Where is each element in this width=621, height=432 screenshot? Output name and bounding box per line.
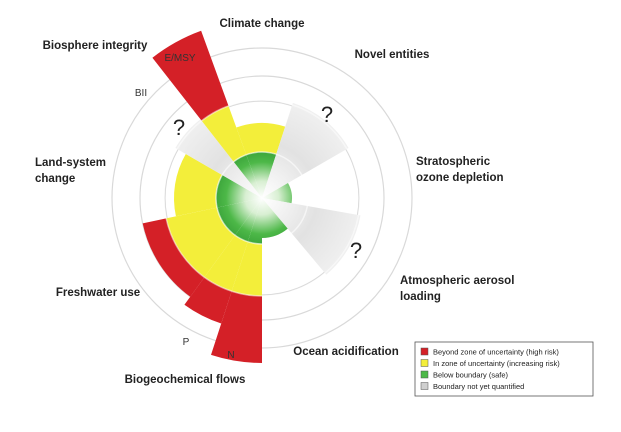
safe-wedge [262,183,292,204]
safe-wedge [215,175,262,208]
risk-wedge [152,30,229,121]
unquantified-wedge [262,198,361,275]
dimension-label: Climate change [220,18,305,30]
safe-wedge [217,198,262,236]
legend-label: Boundary not yet quantified [433,382,524,391]
sub-label: BII [135,88,147,99]
risk-wedge [211,291,262,363]
safe-wedge [262,198,288,238]
uncertain-wedge [231,241,262,296]
safe-wedge [234,198,262,242]
risk-wedge [184,277,232,324]
dimension-label: ozone depletion [416,172,504,184]
sub-label: E/MSY [164,53,195,64]
unquantified-wedge [175,119,262,198]
legend-swatch [420,347,429,356]
legend-swatch [420,370,429,379]
sub-label: N [227,350,234,361]
uncertain-wedge [204,235,248,292]
uncertain-wedge [166,207,235,278]
dimension-label: loading [400,291,441,303]
risk-wedge [142,218,205,297]
question-mark: ? [173,115,185,140]
dimension-label: change [35,173,75,185]
question-mark: ? [350,238,362,263]
uncertain-wedge [236,123,286,155]
dimension-label: Land-system [35,157,106,169]
safe-wedge [246,152,277,198]
dimension-label: Ocean acidification [293,346,398,358]
texts: Climate change Novel entities Stratospheri… [35,18,514,386]
question-mark: ? [321,102,333,127]
safe-wedge [233,154,262,198]
legend-label: In zone of uncertainty (increasing risk) [433,359,560,368]
dimension-label: Biogeochemical flows [125,374,246,386]
dimension-label: Biosphere integrity [43,40,148,52]
dimension-label: Stratospheric [416,156,491,168]
legend-swatch [420,359,429,367]
legend: Beyond zone of uncertainty (high risk) In… [420,347,560,391]
legend-box [414,341,594,397]
safe-wedge [247,198,262,244]
uncertain-wedge [201,105,247,162]
legend-label: Below boundary (safe) [433,371,509,380]
unquantified-wedge [262,102,349,198]
legend-label: Beyond zone of uncertainty (high risk) [433,348,559,357]
dimension-label: Freshwater use [56,287,140,299]
dimension-label: Novel entities [355,49,430,61]
legend-swatch [420,382,429,390]
wedges [142,30,361,363]
uncertain-wedge [174,154,223,217]
dimension-label: Atmospheric aerosol [400,275,514,287]
sub-label: P [183,337,190,348]
boundary-ring [215,151,309,245]
uncertainty-ring [163,99,361,297]
